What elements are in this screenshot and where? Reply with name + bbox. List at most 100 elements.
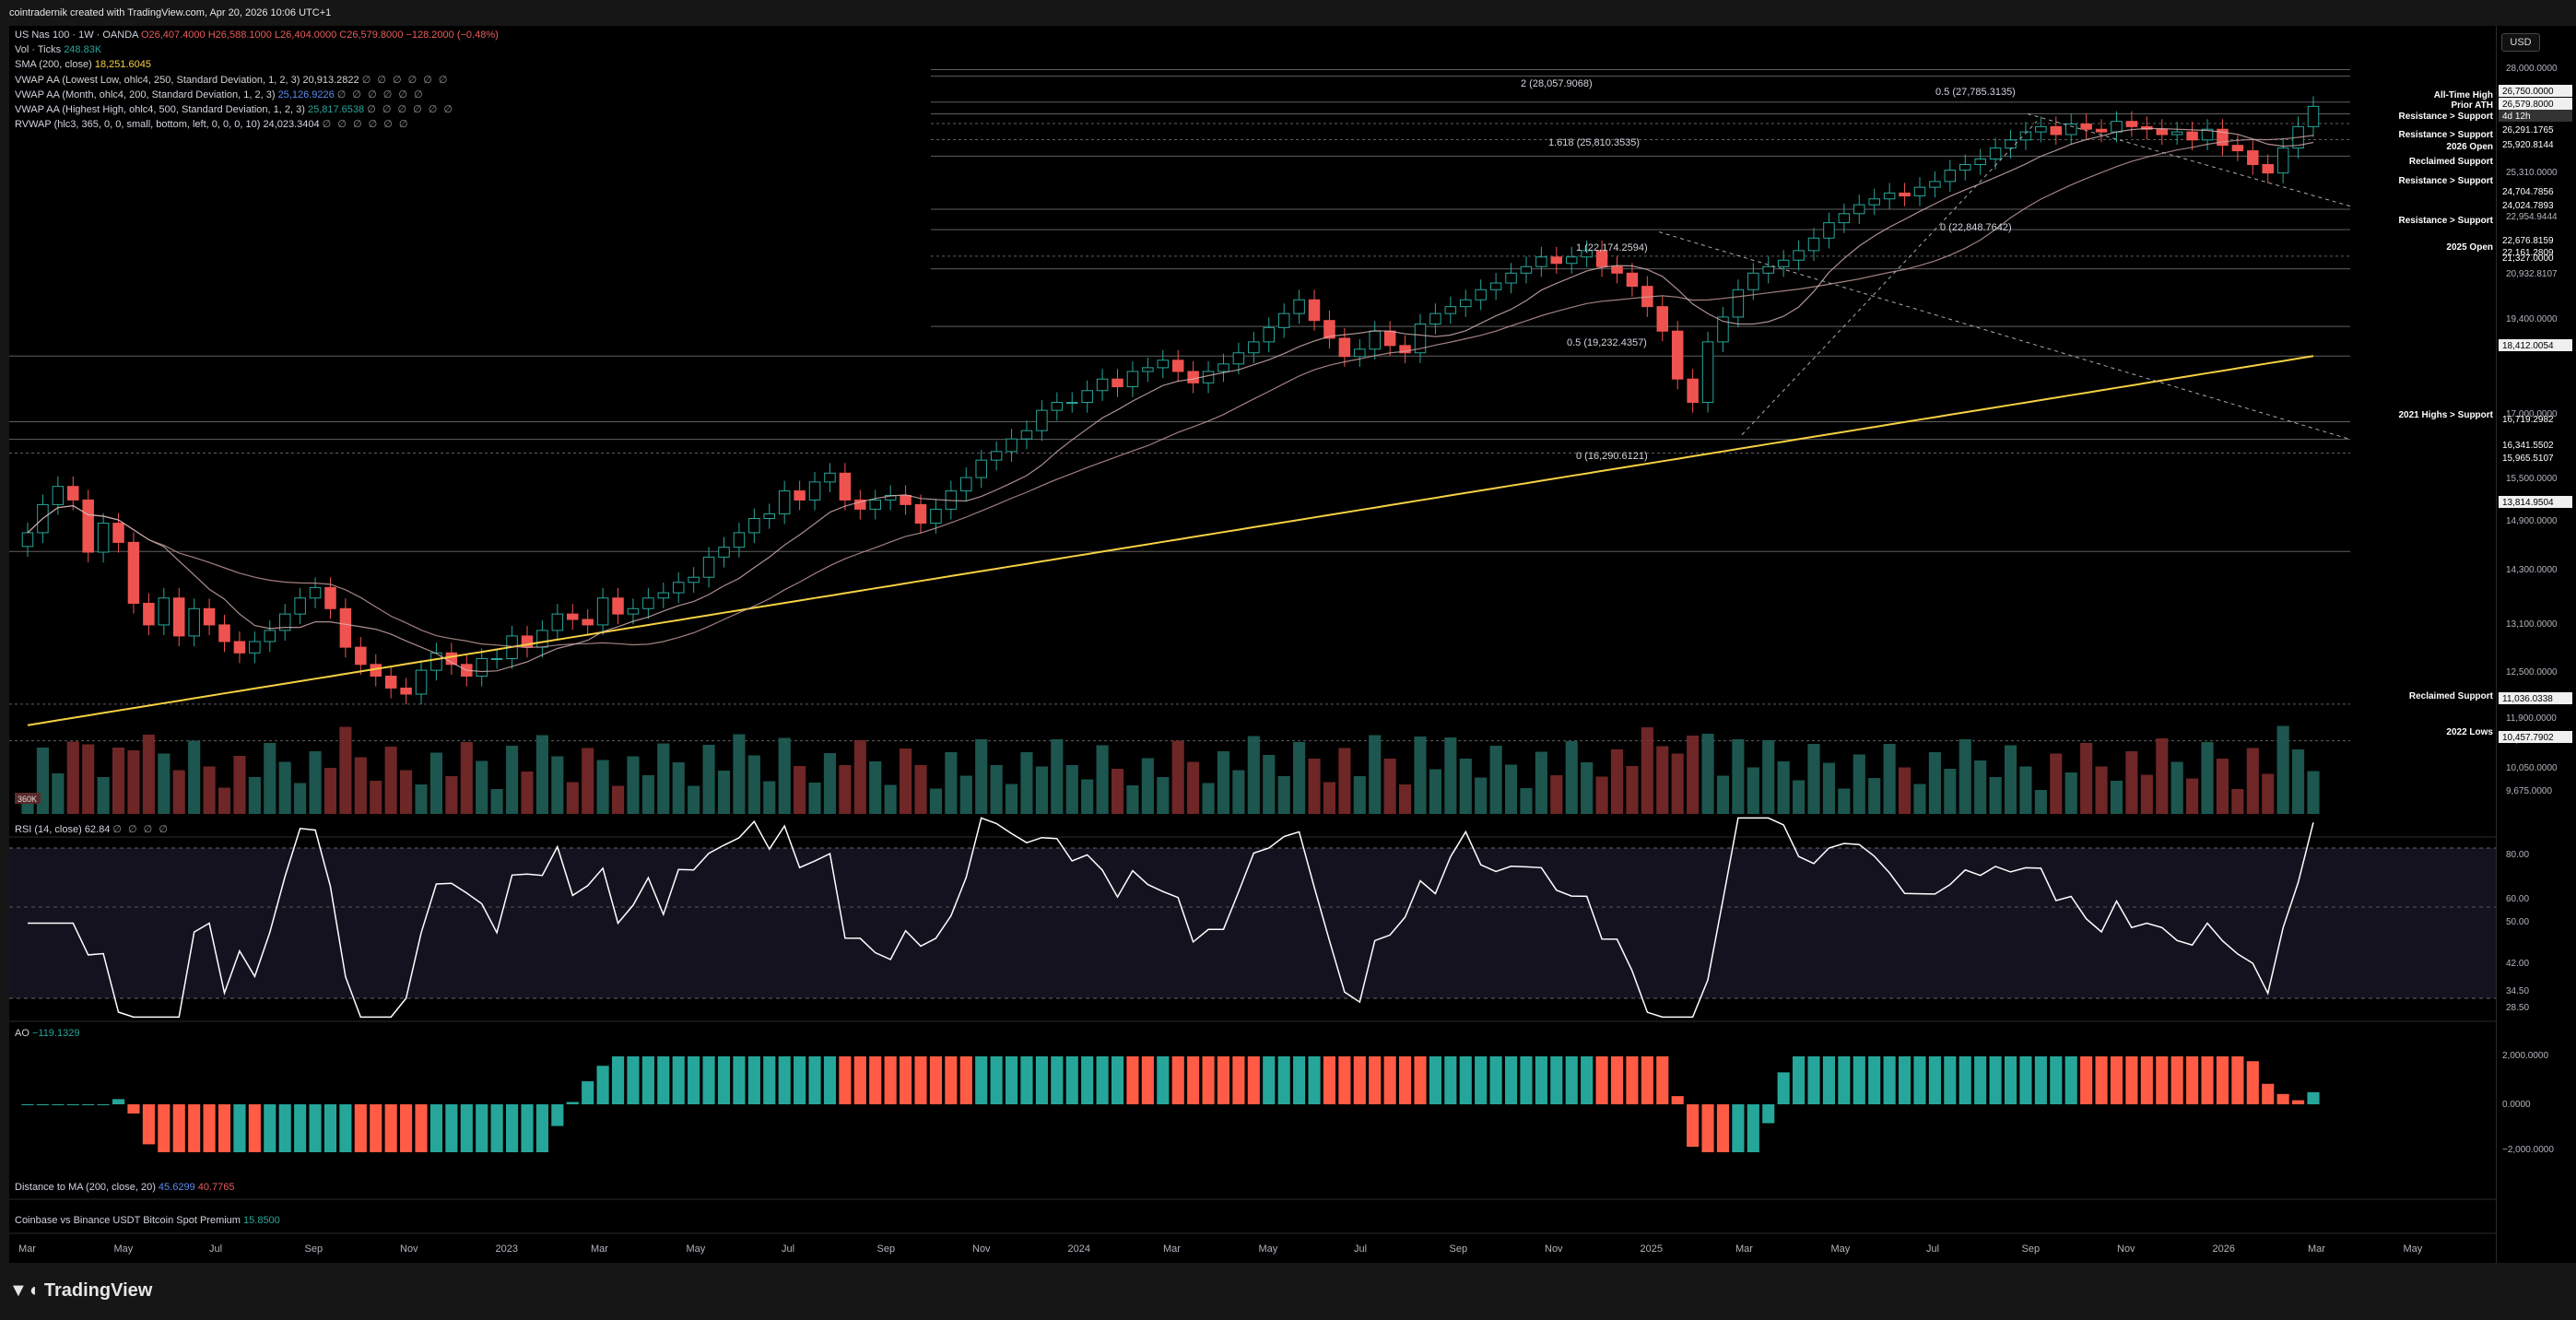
ao-bar	[1065, 1056, 1078, 1104]
volume-bar	[823, 753, 837, 814]
volume-bar	[1005, 784, 1018, 814]
candle-body	[1974, 159, 1986, 166]
ao-bar	[339, 1104, 352, 1152]
candle-body	[960, 477, 972, 492]
ao-bar	[2262, 1083, 2275, 1104]
volume-bar	[2292, 749, 2305, 814]
volume-bar	[1414, 737, 1427, 814]
rsi-band	[9, 848, 2496, 998]
volume-bar	[52, 773, 65, 814]
candle-body	[355, 646, 367, 666]
ao-bar	[1520, 1056, 1533, 1104]
volume-bar	[1687, 736, 1700, 814]
price-label-bg	[2499, 98, 2572, 110]
ao-bar	[1096, 1056, 1109, 1104]
distance-v1: 45.6299	[158, 1182, 195, 1193]
volume-bar	[158, 753, 171, 814]
ao-bar	[869, 1056, 882, 1104]
candle-body	[324, 586, 336, 609]
ao-bar	[1671, 1096, 1684, 1104]
ao-bar	[445, 1104, 458, 1152]
volume-bar	[1369, 735, 1382, 814]
sma-value: 18,251.6045	[94, 59, 151, 70]
ao-bar	[1550, 1056, 1563, 1104]
volume-bar	[1444, 737, 1457, 814]
candle-body	[2170, 131, 2183, 136]
volume-bar	[66, 741, 79, 814]
ao-bar	[203, 1104, 216, 1152]
legend-vwap2-row[interactable]: VWAP AA (Month, ohlc4, 200, Standard Dev…	[15, 88, 425, 100]
candle-body	[612, 597, 624, 615]
ao-bar	[66, 1104, 79, 1105]
volume-bar	[1157, 777, 1170, 814]
candle-body	[2201, 128, 2214, 141]
x-axis-label: Jul	[209, 1243, 222, 1255]
level-annotation: Resistance > Support	[2398, 216, 2493, 226]
candle-body	[1520, 265, 1533, 274]
price-axis-svg: 28,000.0000 25,310.0000 22,954.9444 20,932.…	[2499, 64, 2572, 1155]
volume-bar	[429, 752, 443, 814]
volume-bar	[490, 789, 503, 814]
volume-bar	[294, 783, 307, 814]
volume-bar	[1928, 752, 1941, 814]
legend-vwap1-row[interactable]: VWAP AA (Lowest Low, ohlc4, 250, Standar…	[15, 74, 449, 86]
ao-bar	[2170, 1056, 2183, 1104]
ao-bar	[233, 1104, 246, 1152]
legend-rvwap-row[interactable]: RVWAP (hlc3, 365, 0, 0, small, bottom, l…	[15, 118, 409, 130]
ao-bar	[1656, 1056, 1669, 1104]
ao-bar	[2019, 1056, 2032, 1104]
ao-bar	[370, 1104, 382, 1152]
candle-body	[264, 630, 276, 642]
candle-body	[52, 486, 65, 505]
ao-bar	[884, 1056, 897, 1104]
currency-button[interactable]: USD	[2501, 33, 2540, 52]
rsi-legend[interactable]: RSI (14, close) 62.84 ∅ ∅ ∅ ∅	[15, 823, 170, 835]
volume-bar	[1581, 762, 1594, 814]
x-axis-label: Mar	[1163, 1243, 1181, 1255]
candle-body	[490, 658, 503, 661]
volume-bar	[839, 765, 852, 814]
distance-label: Distance to MA (200, close, 20)	[15, 1182, 156, 1193]
ao-bar	[1581, 1056, 1594, 1104]
ao-bar	[1913, 1056, 1926, 1104]
ao-bar	[429, 1104, 443, 1152]
candle-body	[249, 641, 261, 654]
premium-legend[interactable]: Coinbase vs Binance USDT Bitcoin Spot Pr…	[15, 1215, 280, 1226]
volume-bar	[1504, 764, 1518, 814]
volume-bar	[1520, 788, 1533, 814]
volume-bar	[1913, 784, 1926, 814]
tradingview-logo[interactable]: ▼◖ TradingView	[9, 1280, 152, 1302]
premium-value: 15.8500	[243, 1215, 280, 1226]
ao-bar	[1035, 1056, 1048, 1104]
distance-legend[interactable]: Distance to MA (200, close, 20) 45.6299 …	[15, 1182, 235, 1193]
legend-vwap3-row[interactable]: VWAP AA (Highest High, ohlc4, 500, Stand…	[15, 103, 454, 115]
ao-value: −119.1329	[31, 1028, 80, 1039]
volume-bar	[264, 743, 276, 814]
x-axis-label: Sep	[2022, 1243, 2041, 1255]
sma-label: SMA (200, close)	[15, 59, 92, 70]
volume-bar	[1247, 736, 1260, 814]
legend-sma-row[interactable]: SMA (200, close) 18,251.6045	[15, 59, 151, 70]
candle-body	[794, 490, 806, 501]
legend-volume-row[interactable]: Vol · Ticks 248.83K	[15, 44, 101, 55]
ao-legend[interactable]: AO −119.1329	[15, 1028, 79, 1039]
ao-bar	[582, 1081, 594, 1104]
price-axis[interactable]: 28,000.0000 25,310.0000 22,954.9444 20,932.…	[2496, 26, 2576, 1263]
candle-body	[1701, 341, 1714, 404]
vwap1-label: VWAP AA (Lowest Low, ohlc4, 250, Standar…	[15, 75, 300, 86]
ao-bar	[929, 1056, 942, 1104]
candle-body	[1383, 330, 1396, 347]
volume-bar	[415, 784, 428, 814]
price-chart[interactable]: 2 (28,057.9068) 0.5 (27,785.3135) 1.618 (2…	[9, 26, 2511, 1263]
chart-area[interactable]: 2 (28,057.9068) 0.5 (27,785.3135) 1.618 (2…	[9, 26, 2511, 1263]
fib-label: 0.5 (19,232.4357)	[1567, 337, 1647, 348]
volume-bar	[1898, 767, 1911, 814]
ao-bar	[1217, 1056, 1230, 1104]
ao-bar	[1308, 1056, 1321, 1104]
candle-body	[218, 624, 230, 642]
candle-body	[1535, 256, 1547, 267]
volume-bar	[1777, 761, 1790, 814]
candle-body	[975, 459, 987, 478]
volume-bar	[2034, 790, 2047, 814]
candle-body	[1717, 316, 1729, 343]
